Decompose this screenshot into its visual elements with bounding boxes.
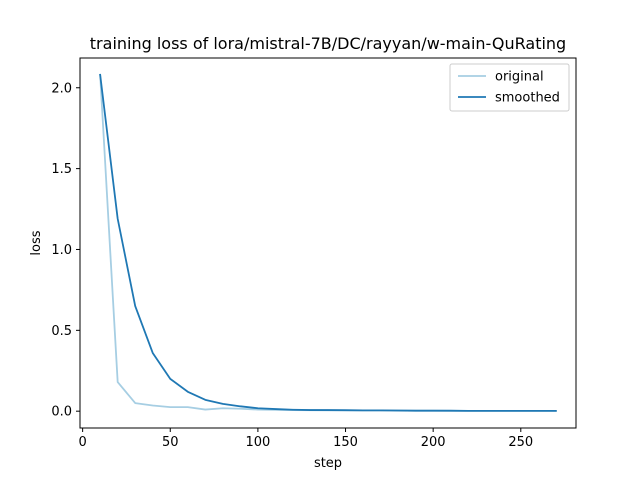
y-tick-label: 0.5 [51,324,72,339]
plot-lines [99,73,557,412]
y-axis: 0.0 0.5 1.0 1.5 2.0 [51,81,80,420]
x-tick-label: 100 [245,435,270,450]
x-axis-label: step [314,456,342,471]
x-axis: 0 50 100 150 200 250 [78,428,533,450]
legend-label-smoothed: smoothed [495,91,560,106]
legend: original smoothed [449,63,570,112]
x-tick-label: 150 [333,435,358,450]
x-tick-label: 0 [78,435,86,450]
x-tick-label: 50 [162,435,179,450]
y-axis-label: loss [29,230,44,255]
y-tick-label: 0.0 [51,405,72,420]
series-line-smoothed [99,73,557,412]
legend-label-original: original [495,70,544,85]
x-tick-label: 200 [421,435,446,450]
chart-title: training loss of lora/mistral-7B/DC/rayy… [90,34,566,53]
y-tick-label: 1.0 [51,243,72,258]
y-tick-label: 1.5 [51,162,72,177]
x-tick-label: 250 [508,435,533,450]
plot-frame [79,57,577,429]
y-tick-label: 2.0 [51,81,72,96]
